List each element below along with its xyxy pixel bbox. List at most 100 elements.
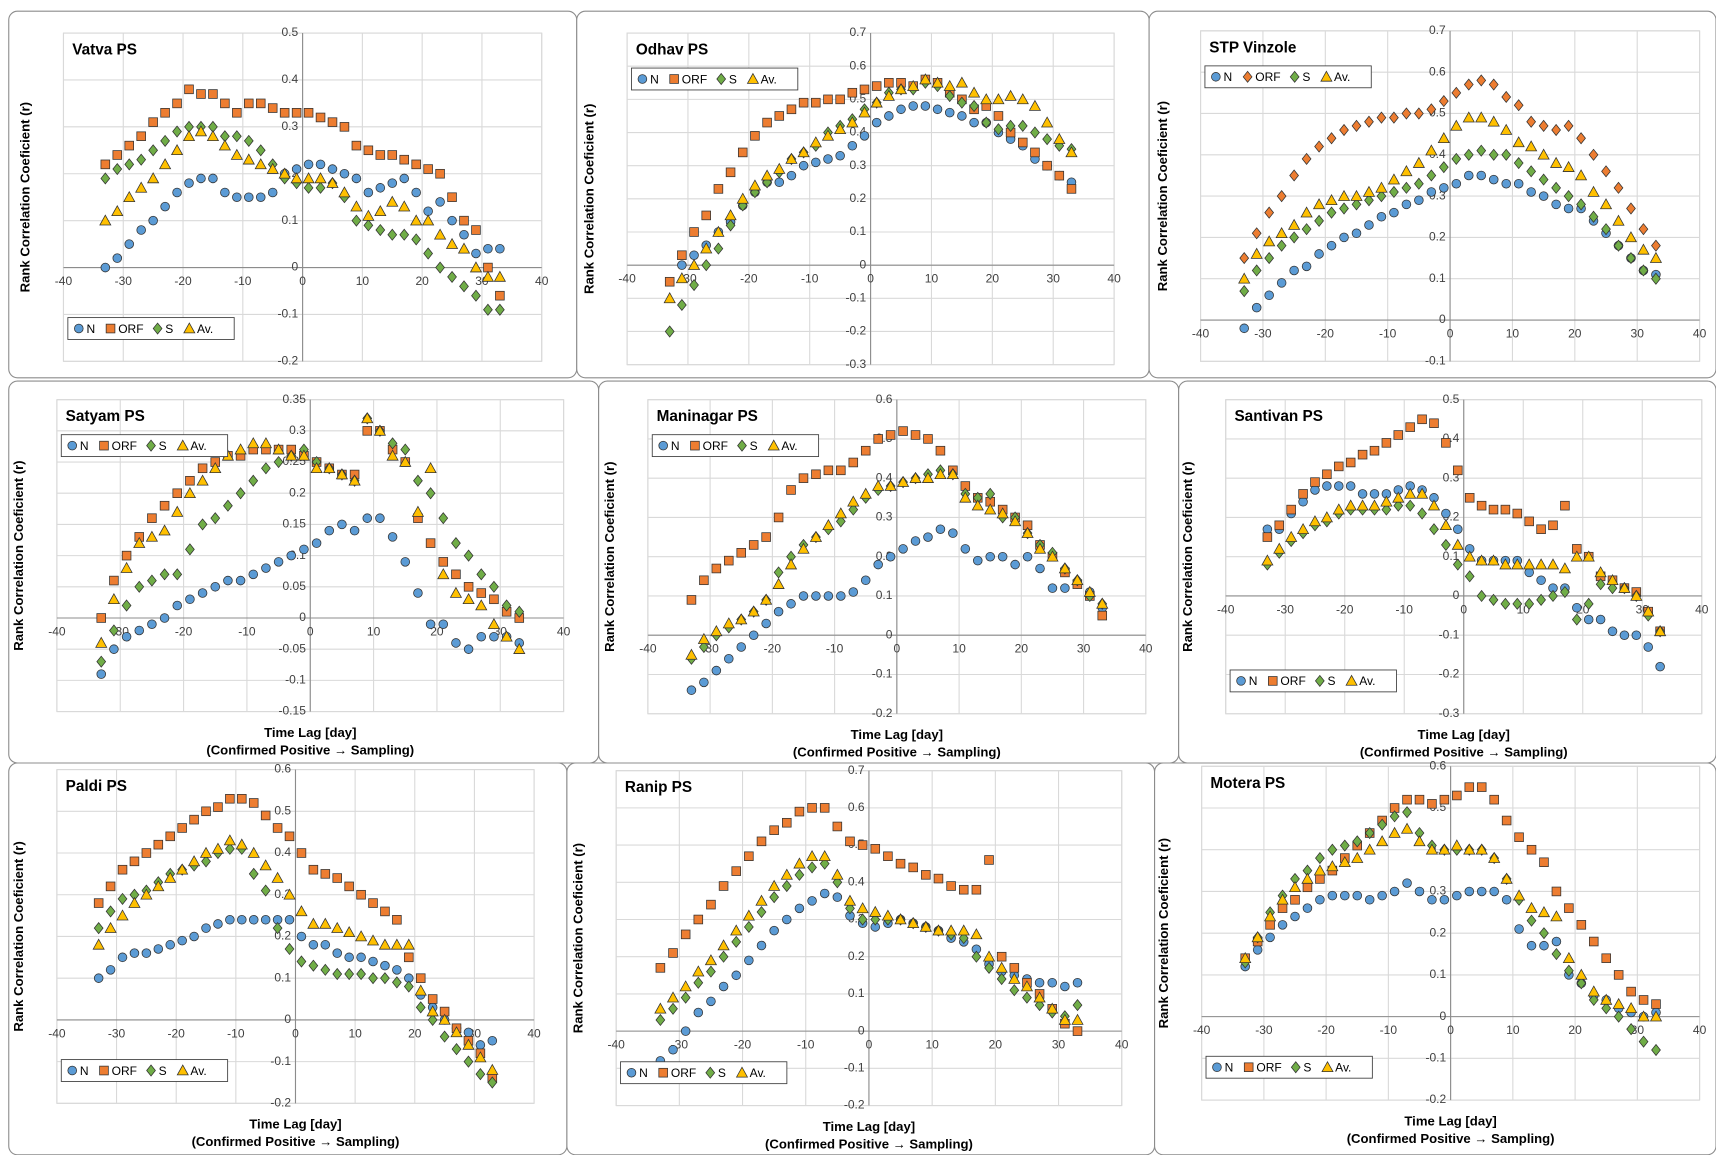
marker [836,591,846,601]
marker [296,848,307,858]
marker [439,1030,450,1043]
x-tick-label: 40 [1139,642,1153,656]
x-tick-label: -40 [1217,602,1235,616]
marker [1626,986,1636,997]
x-axis-note: (Confirmed Positive → Sampling) [192,1134,400,1149]
marker [1576,977,1587,990]
marker [96,655,107,668]
marker [476,568,487,581]
marker [261,462,271,475]
marker [319,917,332,929]
marker [1412,156,1425,168]
marker [780,868,793,880]
marker [882,89,895,101]
marker [1513,156,1524,170]
marker [1607,582,1618,595]
marker [1275,227,1288,239]
marker [1404,487,1417,499]
y-tick-label: 0.1 [1429,271,1446,285]
marker [1429,418,1439,428]
marker [423,247,434,260]
y-tick-label: 0.1 [282,213,299,227]
marker [438,1013,451,1025]
legend-label: ORF [1255,70,1280,84]
marker [1315,874,1325,884]
marker [1513,99,1524,112]
marker [944,924,958,936]
x-tick-label: 20 [408,1026,422,1040]
marker [1427,799,1437,809]
marker [873,434,883,444]
marker [311,538,322,548]
marker [475,599,488,611]
marker [946,881,956,891]
y-tick-label: 0 [1440,1009,1447,1023]
marker [1594,566,1607,578]
marker [1476,74,1487,87]
x-tick-label: 10 [952,642,966,656]
marker [100,172,111,185]
marker [481,270,495,282]
marker [1488,504,1499,515]
marker [677,260,687,270]
legend-label: S [729,72,737,86]
marker [744,851,754,862]
marker [232,108,242,118]
marker [1239,951,1252,963]
legend-frame [67,317,235,340]
marker [148,144,159,157]
marker [847,87,858,98]
marker [1526,115,1537,128]
y-tick-label: -0.2 [844,1098,865,1112]
marker [1501,90,1512,104]
legend-label: ORF [1280,674,1305,688]
y-tick-label: 0.2 [848,949,865,963]
marker [296,955,307,968]
marker [1351,228,1362,239]
marker [1301,223,1312,236]
marker [1239,251,1250,265]
x-tick-label: 20 [1568,1023,1582,1037]
legend-label: N [86,322,95,336]
marker [1536,593,1546,606]
marker [1487,554,1500,566]
marker [1352,890,1363,901]
marker [1526,914,1537,927]
marker [220,187,230,198]
marker [1551,123,1561,137]
marker [724,555,734,566]
marker [109,624,119,637]
marker [297,449,311,461]
y-tick-label: 0.3 [849,158,866,172]
marker [121,599,132,612]
marker [1595,578,1606,591]
marker [1512,597,1523,610]
marker [1651,999,1661,1009]
marker [171,505,184,517]
y-tick-label: 0 [860,257,867,271]
marker [1392,491,1405,503]
marker [1582,550,1595,562]
marker [1601,953,1611,963]
marker [495,244,505,254]
marker [1488,148,1499,161]
marker [1339,839,1350,852]
x-axis-title: Time Lag [day] [823,1119,915,1134]
marker [859,131,870,141]
marker [1072,1026,1083,1036]
marker [234,443,247,455]
marker [1463,78,1474,91]
marker [117,864,128,875]
marker [1393,430,1404,440]
marker [380,960,390,971]
x-tick-label: 40 [1693,326,1707,340]
x-tick-label: -20 [1336,602,1354,616]
marker [1300,206,1313,218]
marker [1339,232,1349,243]
marker [821,129,835,141]
marker [1651,1043,1661,1057]
marker [1261,554,1274,566]
marker [675,272,688,284]
marker [1274,520,1285,531]
